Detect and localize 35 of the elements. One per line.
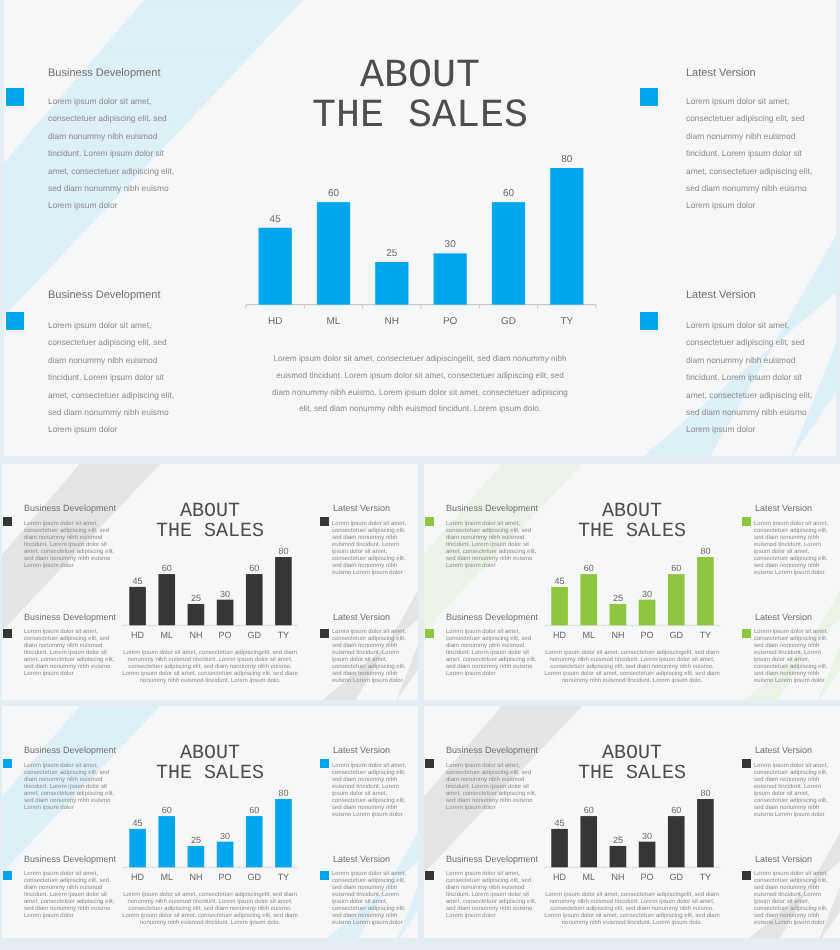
chart-title: ABOUT THE SALES — [155, 744, 265, 786]
bar — [433, 253, 467, 305]
bar — [609, 845, 627, 868]
bar — [580, 574, 598, 626]
bar — [638, 841, 656, 868]
bar — [667, 816, 685, 868]
bar — [697, 799, 714, 868]
bar — [245, 816, 263, 868]
bar — [316, 202, 351, 305]
chart-title: ABOUT THE SALES — [311, 54, 529, 140]
bar — [697, 557, 714, 626]
chart-title: ABOUT THE SALES — [577, 502, 687, 544]
bar — [258, 227, 292, 305]
bar — [129, 828, 146, 868]
bar — [216, 841, 234, 868]
bar — [275, 799, 292, 868]
bar — [580, 816, 598, 868]
bar — [187, 603, 205, 626]
bar — [667, 574, 685, 626]
bar — [550, 168, 584, 305]
chart-title: ABOUT THE SALES — [577, 744, 687, 786]
bar — [158, 574, 176, 626]
bar — [609, 603, 627, 626]
bar — [275, 557, 292, 626]
bar — [158, 816, 176, 868]
bar — [551, 828, 568, 868]
bar — [129, 586, 146, 626]
bar — [551, 586, 568, 626]
chart-title: ABOUT THE SALES — [155, 502, 265, 544]
bar — [638, 599, 656, 626]
bar — [491, 202, 526, 305]
bar — [216, 599, 234, 626]
bar — [375, 261, 409, 305]
bar — [187, 845, 205, 868]
bar — [245, 574, 263, 626]
